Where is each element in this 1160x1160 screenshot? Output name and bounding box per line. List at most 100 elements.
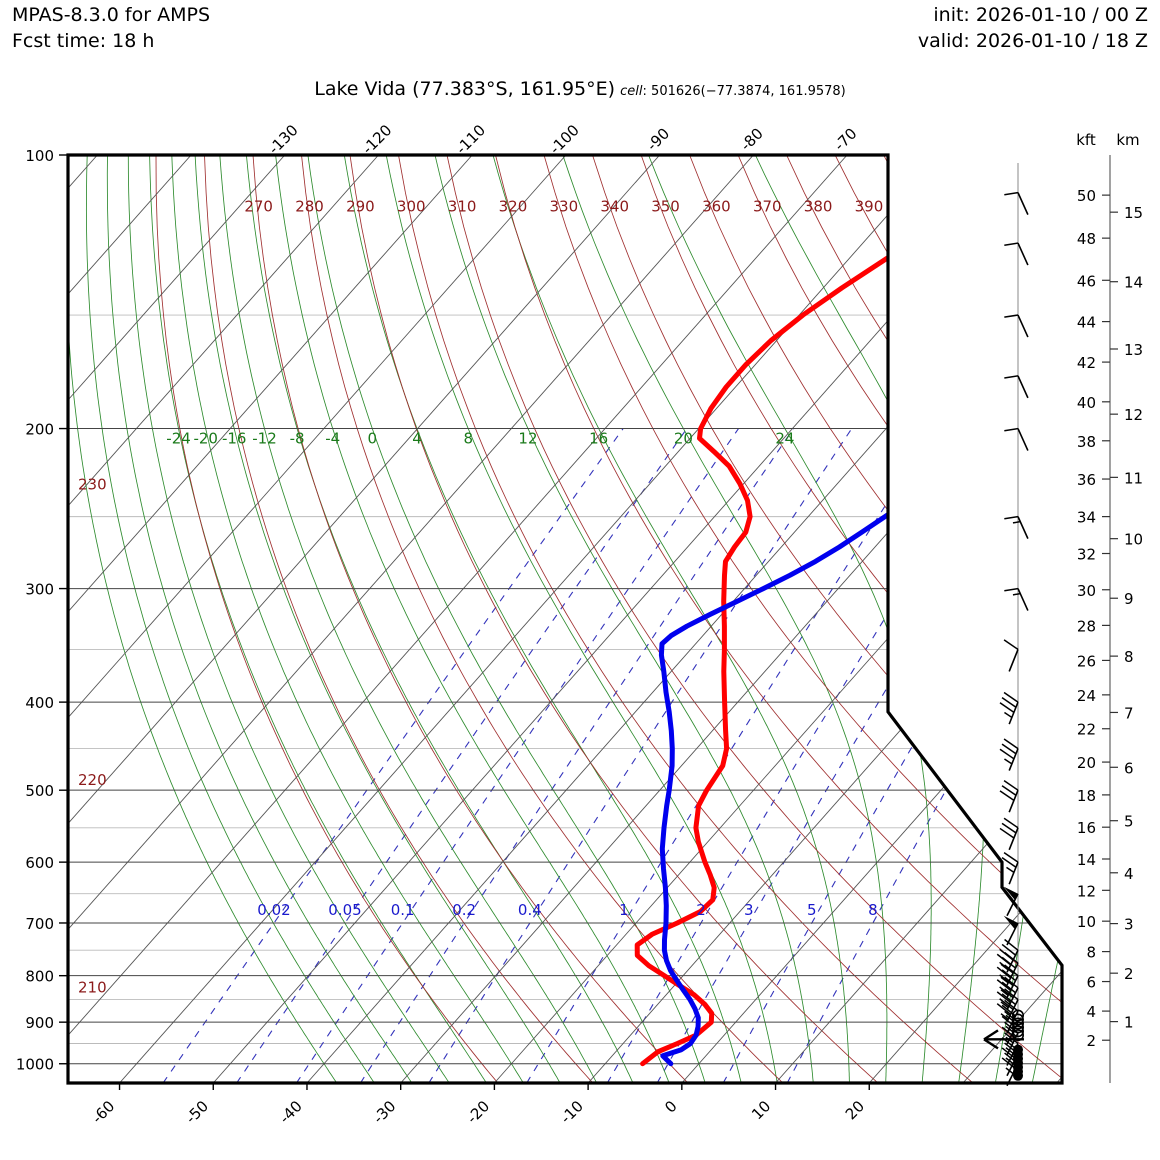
plot-frame [66,153,1064,1085]
isotherm-lines [68,155,1062,1083]
wind-barb [1004,242,1029,266]
km-tick-label: 1 [1124,1014,1134,1032]
calm-wind-marker [1011,1017,1024,1030]
wind-barb [1004,191,1029,215]
km-axis-title: km [1116,131,1139,149]
pressure-tick-label: 300 [25,581,54,599]
kft-tick-label: 12 [1077,882,1096,900]
cell-label: cell [620,84,643,99]
pressure-tick-label: 700 [25,915,54,933]
calm-wind-marker [1011,1013,1024,1026]
moist-adiabat-label: -4 [325,430,340,448]
kft-tick-label: 46 [1077,272,1096,290]
wind-barb [1003,886,1019,917]
wind-barb-staff [983,163,1029,1087]
kft-tick-label: 50 [1077,187,1096,205]
kft-tick-label: 2 [1086,1032,1096,1050]
cell-value: : 501626(−77.3874, 161.9578) [642,84,846,99]
mixing-ratio-label: 0.4 [518,901,542,919]
kft-tick-label: 16 [1077,819,1096,837]
kft-tick-label: 24 [1077,687,1096,705]
dry-adiabat-label: 350 [651,198,680,216]
filled-wind-marker [1013,1070,1023,1081]
kft-tick-label: 48 [1077,230,1096,248]
theta-left-label: 220 [78,771,107,789]
wind-barb [999,691,1019,725]
moist-adiabat-label: 20 [674,430,693,448]
pressure-tick-label: 900 [25,1014,54,1032]
km-tick-label: 8 [1124,648,1134,666]
km-tick-label: 14 [1124,274,1143,292]
temperature-tick-label: 0 [661,1097,680,1116]
wind-barb [999,817,1019,851]
kft-tick-label: 42 [1077,354,1096,372]
mixing-ratio-label: 0.05 [328,901,361,919]
kft-tick-label: 44 [1077,314,1096,332]
km-tick-label: 6 [1124,759,1134,777]
kft-tick-label: 40 [1077,394,1096,412]
moist-adiabat-label: -12 [252,430,277,448]
temperature-tick-label: 10 [748,1097,774,1123]
isotherm-top-label: -80 [737,124,767,154]
pressure-tick-label: 400 [25,694,54,712]
mixing-ratio-label: 0.2 [452,901,476,919]
isotherm-top-label: -100 [546,121,583,158]
km-tick-label: 12 [1124,406,1143,424]
km-tick-label: 9 [1124,590,1134,608]
km-tick-label: 13 [1124,341,1143,359]
kft-tick-label: 34 [1077,509,1096,527]
grid-labels: 270 280 290 300 310 320 330 340 350 360 370 380 3902… [78,198,883,997]
dry-adiabat-label: 380 [804,198,833,216]
temperature-tick-label: -50 [182,1097,212,1127]
km-tick-label: 5 [1124,813,1134,831]
pressure-tick-label: 1000 [16,1056,54,1074]
wind-barb [996,964,1019,999]
mixing-ratio-label: 1 [619,901,629,919]
kft-tick-label: 30 [1077,582,1096,600]
moist-adiabat-label: -8 [290,430,305,448]
isobar-lines [68,428,1062,1065]
dry-adiabat-label: 280 [295,198,324,216]
pressure-tick-label: 100 [25,147,54,165]
pressure-tick-label: 200 [25,421,54,439]
wind-barb [999,738,1019,771]
kft-tick-label: 14 [1077,851,1096,869]
wind-barb [1001,851,1019,885]
wind-barb [996,938,1019,973]
km-tick-label: 7 [1124,704,1134,722]
temperature-tick-label: -20 [463,1097,493,1127]
wind-barb [1003,915,1019,946]
moist-adiabat-label: 12 [518,430,537,448]
valid-time: valid: 2026-01-10 / 18 Z [917,30,1148,52]
kft-tick-label: 20 [1077,754,1096,772]
mixing-ratio-label: 2 [696,901,706,919]
wind-barb [996,976,1019,1011]
kft-tick-label: 32 [1077,546,1096,564]
temperature-tick-label: -10 [557,1097,587,1127]
wind-barb [1004,515,1029,539]
moist-adiabat-label: -20 [193,430,218,448]
theta-left-label: 210 [78,978,107,996]
dry-adiabat-label: 370 [753,198,782,216]
isotherm-top-label: -70 [831,124,861,154]
km-tick-label: 15 [1124,204,1143,222]
calm-wind-marker [1011,1021,1024,1034]
model-label: MPAS-8.3.0 for AMPS [12,4,211,26]
wind-barb [996,988,1019,1022]
temperature-tick-label: 20 [842,1097,868,1123]
dry-adiabat-label: 290 [346,198,375,216]
init-time: init: 2026-01-10 / 00 Z [933,4,1148,26]
surface-wind-barb-tip2 [983,1038,999,1050]
kft-tick-label: 38 [1077,433,1096,451]
kft-tick-label: 8 [1086,944,1096,962]
dry-adiabat-label: 300 [397,198,426,216]
dry-adiabat-label: 330 [550,198,579,216]
dry-adiabat-label: 320 [499,198,528,216]
km-tick-label: 11 [1124,469,1143,487]
wind-barb [1004,314,1029,338]
kft-axis-title: kft [1076,131,1096,149]
isotherm-top-label: -110 [452,121,489,158]
surface-wind-barb-tip [983,1029,999,1041]
